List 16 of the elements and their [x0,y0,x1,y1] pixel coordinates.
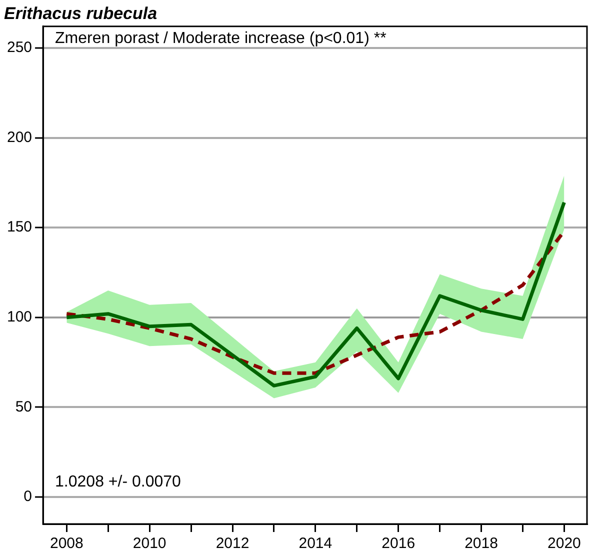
y-tick-label: 250 [6,39,32,56]
x-tick-label: 2018 [464,535,498,552]
x-tick-label: 2008 [50,535,84,552]
x-tick-label: 2012 [216,535,250,552]
y-tick-label: 200 [6,128,32,146]
x-tick-label: 2020 [548,535,581,552]
y-tick-label: 50 [15,398,32,416]
chart-title: Erithacus rubecula [4,4,158,23]
annotation: Zmeren porast / Moderate increase (p<0.01) ** [55,30,386,47]
y-tick-label: 0 [24,488,32,506]
y-tick-label: 150 [6,218,32,236]
annotation: 1.0208 +/- 0.0070 [55,473,182,490]
y-tick-label: 100 [6,308,32,326]
x-tick-label: 2016 [382,535,416,552]
x-tick-label: 2014 [298,535,332,552]
x-tick-label: 2010 [132,535,166,552]
